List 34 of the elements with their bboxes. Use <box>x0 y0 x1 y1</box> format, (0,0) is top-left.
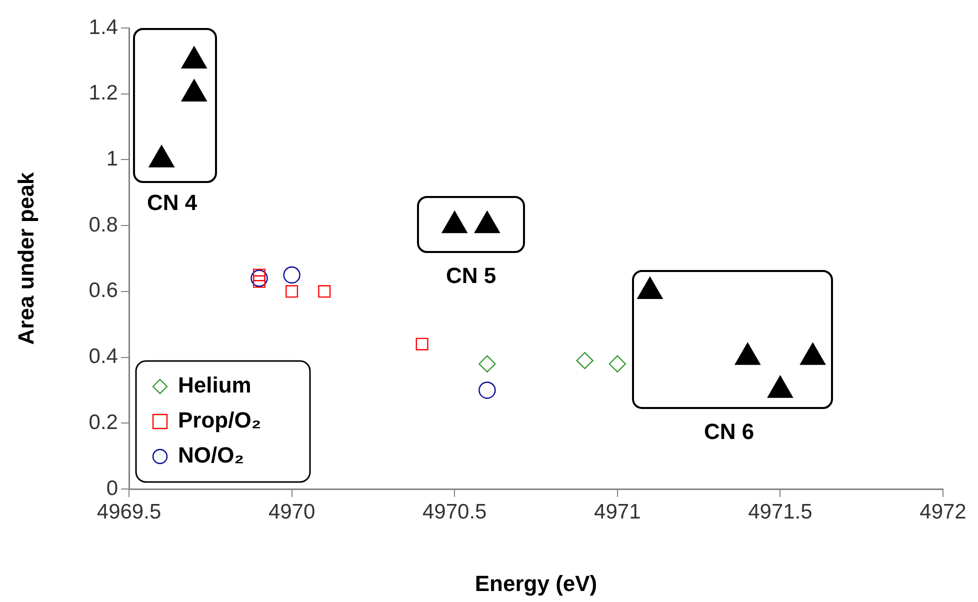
y-tick-label: 1.2 <box>88 82 118 105</box>
y-tick-label: 0.2 <box>88 410 118 434</box>
point <box>478 355 496 372</box>
y-tick-label: 0 <box>106 476 118 500</box>
legend-label: NO/O₂ <box>178 442 244 468</box>
y-tick-label: 1 <box>106 148 118 171</box>
point <box>250 270 268 287</box>
y-tick-label: 0.4 <box>88 345 118 368</box>
x-tick-label: 4970 <box>268 500 316 524</box>
point <box>416 338 428 350</box>
point <box>478 382 496 399</box>
x-tick-label: 4970.5 <box>422 500 487 524</box>
annotation: CN 4 <box>146 190 198 216</box>
point <box>181 79 207 102</box>
point <box>608 355 626 372</box>
x-axis-title: Energy (eV) <box>474 570 598 596</box>
point <box>283 266 300 284</box>
point <box>318 285 331 298</box>
annotation: CN 5 <box>446 263 496 289</box>
x-tick-label: 4969.5 <box>96 500 162 524</box>
x-tick-label: 4972 <box>920 500 966 524</box>
point <box>286 285 298 298</box>
legend-label: Prop/O₂ <box>178 408 262 433</box>
x-tick-label: 4971 <box>594 500 641 524</box>
point <box>181 46 207 69</box>
legend-label: Helium <box>178 372 252 398</box>
x-tick-label: 4971.5 <box>748 500 812 524</box>
y-tick-label: 0.6 <box>88 279 118 302</box>
annotation: CN 6 <box>704 419 754 445</box>
y-axis-title: Area under peak <box>13 172 38 345</box>
point <box>148 145 174 168</box>
y-tick-label: 1.4 <box>88 16 118 39</box>
point <box>576 352 594 370</box>
y-tick-label: 0.8 <box>88 213 118 236</box>
